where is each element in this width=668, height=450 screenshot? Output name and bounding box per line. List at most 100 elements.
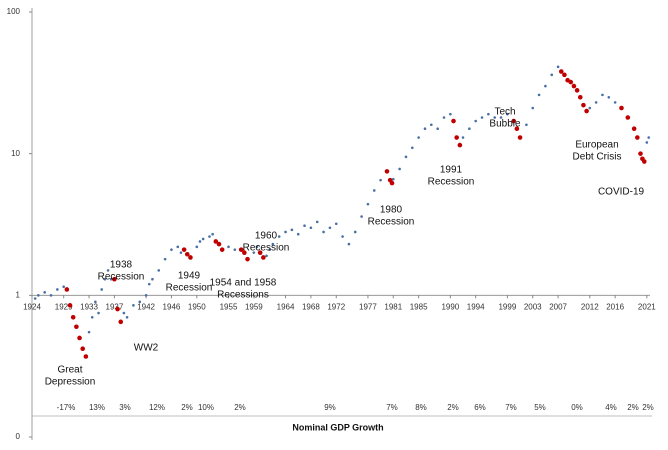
data-point (213, 239, 219, 244)
data-point (67, 303, 73, 308)
data-point (255, 245, 259, 249)
data-point (43, 291, 46, 294)
data-point (271, 242, 275, 246)
data-point (558, 69, 564, 74)
data-point (391, 177, 395, 181)
growth-label: 2% (234, 403, 246, 412)
data-point (219, 247, 225, 252)
annotation: Recession (166, 283, 213, 294)
data-point (347, 242, 351, 246)
data-point (176, 245, 180, 249)
data-point (181, 247, 187, 252)
growth-label: 13% (89, 403, 105, 412)
data-point (103, 277, 107, 281)
growth-label: 4% (605, 403, 617, 412)
data-point (411, 146, 414, 150)
x-tick-label: 1985 (410, 302, 428, 311)
growth-label: -17% (57, 403, 76, 412)
annotation: 1960 (255, 231, 278, 242)
growth-label: 2% (642, 403, 654, 412)
annotation: Recession (243, 243, 290, 254)
data-point (208, 235, 211, 238)
x-tick-label: 1942 (137, 302, 155, 311)
data-point (389, 180, 395, 186)
data-point (544, 84, 547, 88)
data-point (562, 72, 567, 78)
data-point (227, 245, 230, 249)
data-point (487, 112, 490, 116)
data-point (625, 115, 631, 120)
data-point (184, 251, 190, 257)
data-point (188, 255, 193, 260)
annotation: 1991 (440, 165, 463, 176)
annotation: Recession (368, 217, 415, 228)
data-point (474, 119, 477, 123)
data-point (360, 215, 363, 218)
data-point (268, 248, 271, 251)
annotation: 1938 (110, 260, 133, 271)
annotation: COVID-19 (598, 187, 645, 198)
data-point (83, 354, 89, 359)
data-point (74, 324, 79, 330)
data-point (454, 135, 459, 140)
data-point (581, 102, 586, 108)
data-point (449, 112, 452, 116)
data-point (635, 135, 640, 140)
x-tick-label: 1929 (55, 302, 73, 311)
data-point (62, 285, 65, 289)
data-point (404, 155, 408, 159)
data-point (233, 248, 237, 251)
data-point (531, 106, 535, 110)
data-point (594, 101, 598, 104)
data-point (417, 136, 420, 139)
data-point (461, 136, 465, 139)
data-point (122, 311, 126, 315)
data-point (245, 256, 250, 262)
data-point (49, 294, 53, 297)
data-point (97, 311, 100, 315)
annotation: Great (57, 365, 82, 376)
x-tick-label: 1924 (23, 302, 41, 311)
x-tick-label: 1933 (80, 302, 98, 311)
data-point (334, 222, 338, 226)
annotation: European (575, 140, 618, 151)
y-tick-label: 10 (11, 149, 20, 158)
data-point (511, 118, 517, 124)
data-point (163, 257, 167, 261)
data-point (480, 116, 484, 119)
data-point (261, 255, 266, 260)
data-point (641, 159, 647, 164)
data-point (257, 250, 263, 255)
data-point (493, 116, 497, 119)
growth-label: 5% (534, 403, 546, 412)
data-point (265, 254, 268, 258)
data-point (198, 240, 202, 243)
y-tick-label: 1 (16, 290, 21, 299)
growth-label: 7% (386, 403, 398, 412)
data-point (77, 335, 82, 341)
data-point (574, 88, 580, 93)
data-point (118, 319, 124, 325)
data-point (537, 93, 541, 97)
data-point (550, 73, 554, 77)
x-tick-label: 1990 (441, 302, 459, 311)
data-point (322, 230, 325, 234)
data-point (436, 127, 439, 131)
data-point (90, 315, 94, 319)
data-point (372, 189, 376, 192)
data-point (613, 101, 617, 104)
data-point (430, 123, 433, 127)
data-point (379, 178, 382, 182)
data-point (179, 251, 183, 254)
data-point (33, 297, 37, 300)
data-point (423, 127, 427, 131)
y-tick-label: 0 (16, 432, 21, 441)
x-tick-label: 2012 (581, 302, 599, 311)
x-tick-label: 2021 (638, 302, 656, 311)
data-point (87, 330, 91, 334)
growth-label: 12% (149, 403, 165, 412)
data-point (303, 224, 306, 228)
data-point (525, 123, 528, 127)
annotation: Depression (45, 377, 96, 388)
